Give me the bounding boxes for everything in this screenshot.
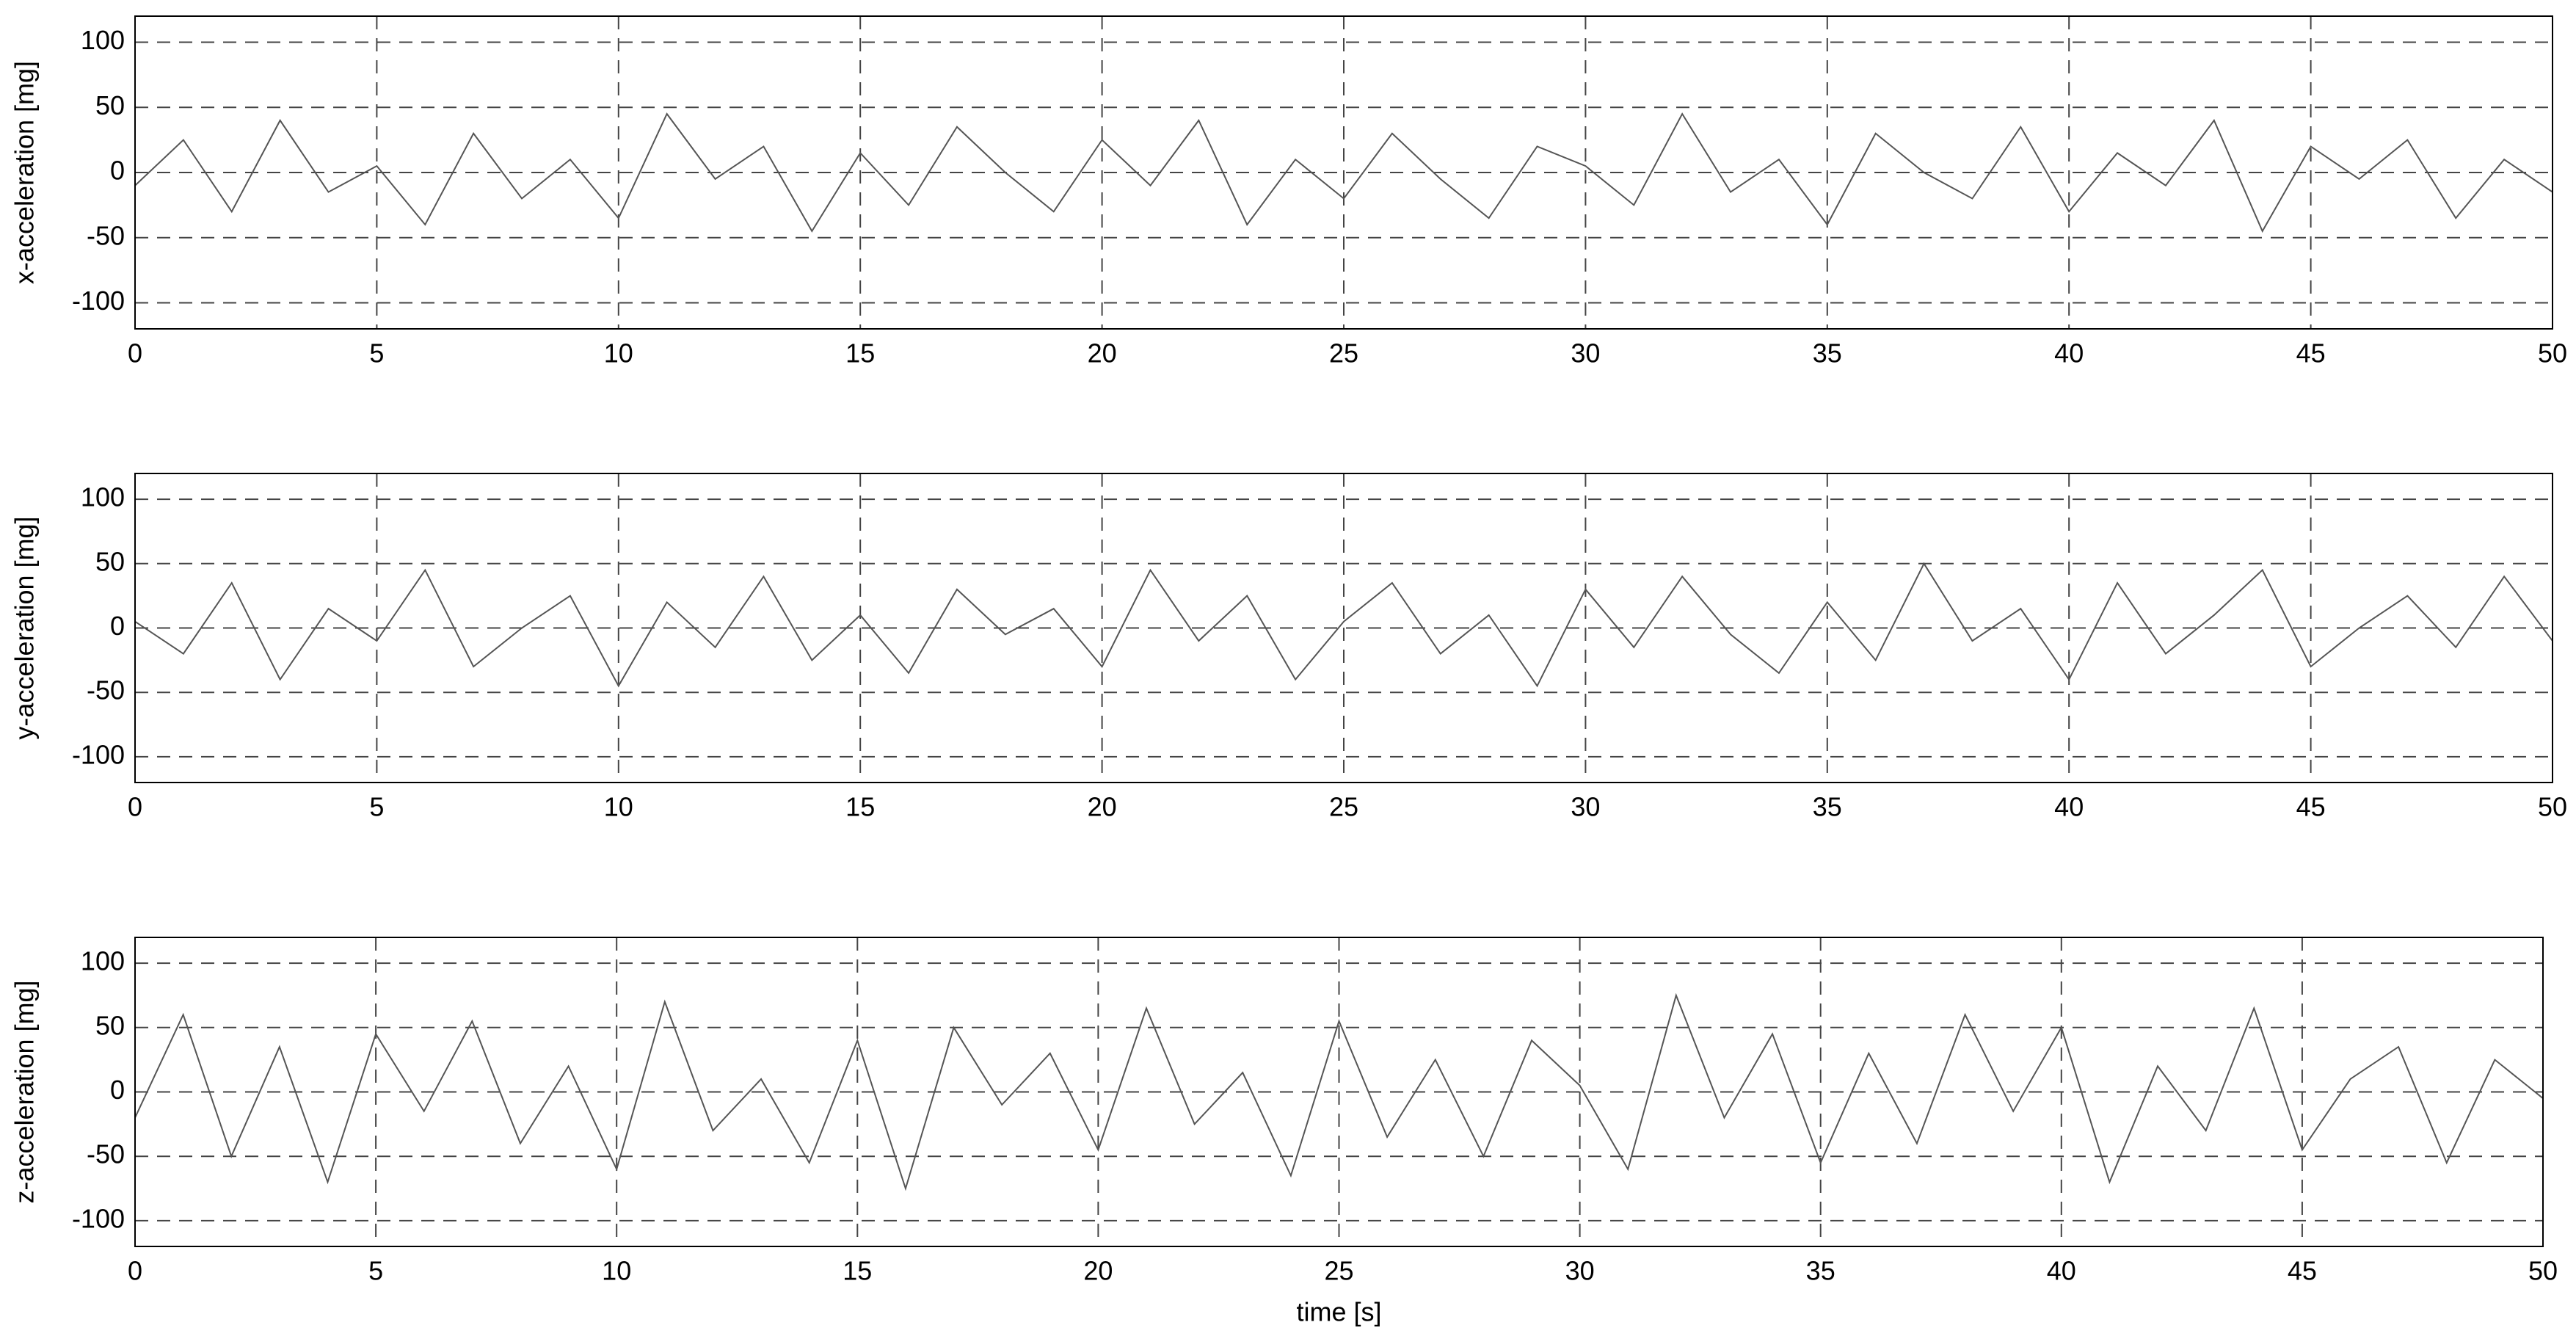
plot-frame <box>134 473 2553 783</box>
data-line <box>134 562 2553 688</box>
x-tick-label: 50 <box>2528 1256 2558 1286</box>
x-tick-label: 35 <box>1813 792 1842 822</box>
data-line <box>134 112 2553 233</box>
x-tick-label: 15 <box>845 338 875 369</box>
y-tick-label: 100 <box>81 25 125 55</box>
x-tick-label: 0 <box>128 792 142 822</box>
y-tick-label: 0 <box>110 156 125 186</box>
plot-frame <box>134 15 2553 330</box>
x-tick-label: 5 <box>368 1256 383 1286</box>
x-tick-label: 0 <box>128 338 142 369</box>
y-tick-label: 100 <box>81 482 125 512</box>
y-tick-label: 0 <box>110 611 125 641</box>
plot-frame <box>134 937 2544 1247</box>
x-tick-label: 25 <box>1329 338 1358 369</box>
x-tick-label: 40 <box>2054 338 2084 369</box>
x-axis-label: time [s] <box>1296 1297 1381 1327</box>
y-tick-label: 50 <box>95 90 125 120</box>
y-tick-label: -50 <box>87 675 125 705</box>
y-tick-label: -100 <box>72 1203 125 1233</box>
x-tick-label: 45 <box>2296 338 2326 369</box>
y-tick-label: 50 <box>95 546 125 576</box>
x-tick-label: 25 <box>1324 1256 1353 1286</box>
y-tick-label: -100 <box>72 286 125 316</box>
x-tick-label: 50 <box>2538 792 2567 822</box>
x-tick-label: 35 <box>1806 1256 1835 1286</box>
x-tick-label: 0 <box>128 1256 142 1286</box>
y-axis-label: y-acceleration [mg] <box>10 516 40 739</box>
y-tick-label: 100 <box>81 946 125 976</box>
y-tick-label: -50 <box>87 1139 125 1169</box>
x-tick-label: 15 <box>845 792 875 822</box>
x-tick-label: 40 <box>2047 1256 2076 1286</box>
x-tick-label: 20 <box>1088 792 1117 822</box>
y-axis-label: x-acceleration [mg] <box>10 61 40 284</box>
x-tick-label: 30 <box>1571 338 1600 369</box>
x-tick-label: 35 <box>1813 338 1842 369</box>
x-tick-label: 20 <box>1088 338 1117 369</box>
y-tick-label: 0 <box>110 1075 125 1105</box>
x-tick-label: 25 <box>1329 792 1358 822</box>
y-tick-label: -100 <box>72 739 125 769</box>
y-axis-label: z-acceleration [mg] <box>10 980 40 1203</box>
x-tick-label: 50 <box>2538 338 2567 369</box>
x-tick-label: 20 <box>1083 1256 1113 1286</box>
x-tick-label: 10 <box>602 1256 631 1286</box>
y-tick-label: 50 <box>95 1010 125 1040</box>
x-tick-label: 30 <box>1571 792 1600 822</box>
x-tick-label: 5 <box>369 792 384 822</box>
x-tick-label: 10 <box>604 792 633 822</box>
data-line <box>134 992 2544 1191</box>
x-tick-label: 5 <box>369 338 384 369</box>
x-tick-label: 40 <box>2054 792 2084 822</box>
x-tick-label: 10 <box>604 338 633 369</box>
x-tick-label: 45 <box>2288 1256 2317 1286</box>
x-tick-label: 30 <box>1565 1256 1595 1286</box>
x-tick-label: 15 <box>843 1256 872 1286</box>
y-tick-label: -50 <box>87 220 125 250</box>
x-tick-label: 45 <box>2296 792 2326 822</box>
